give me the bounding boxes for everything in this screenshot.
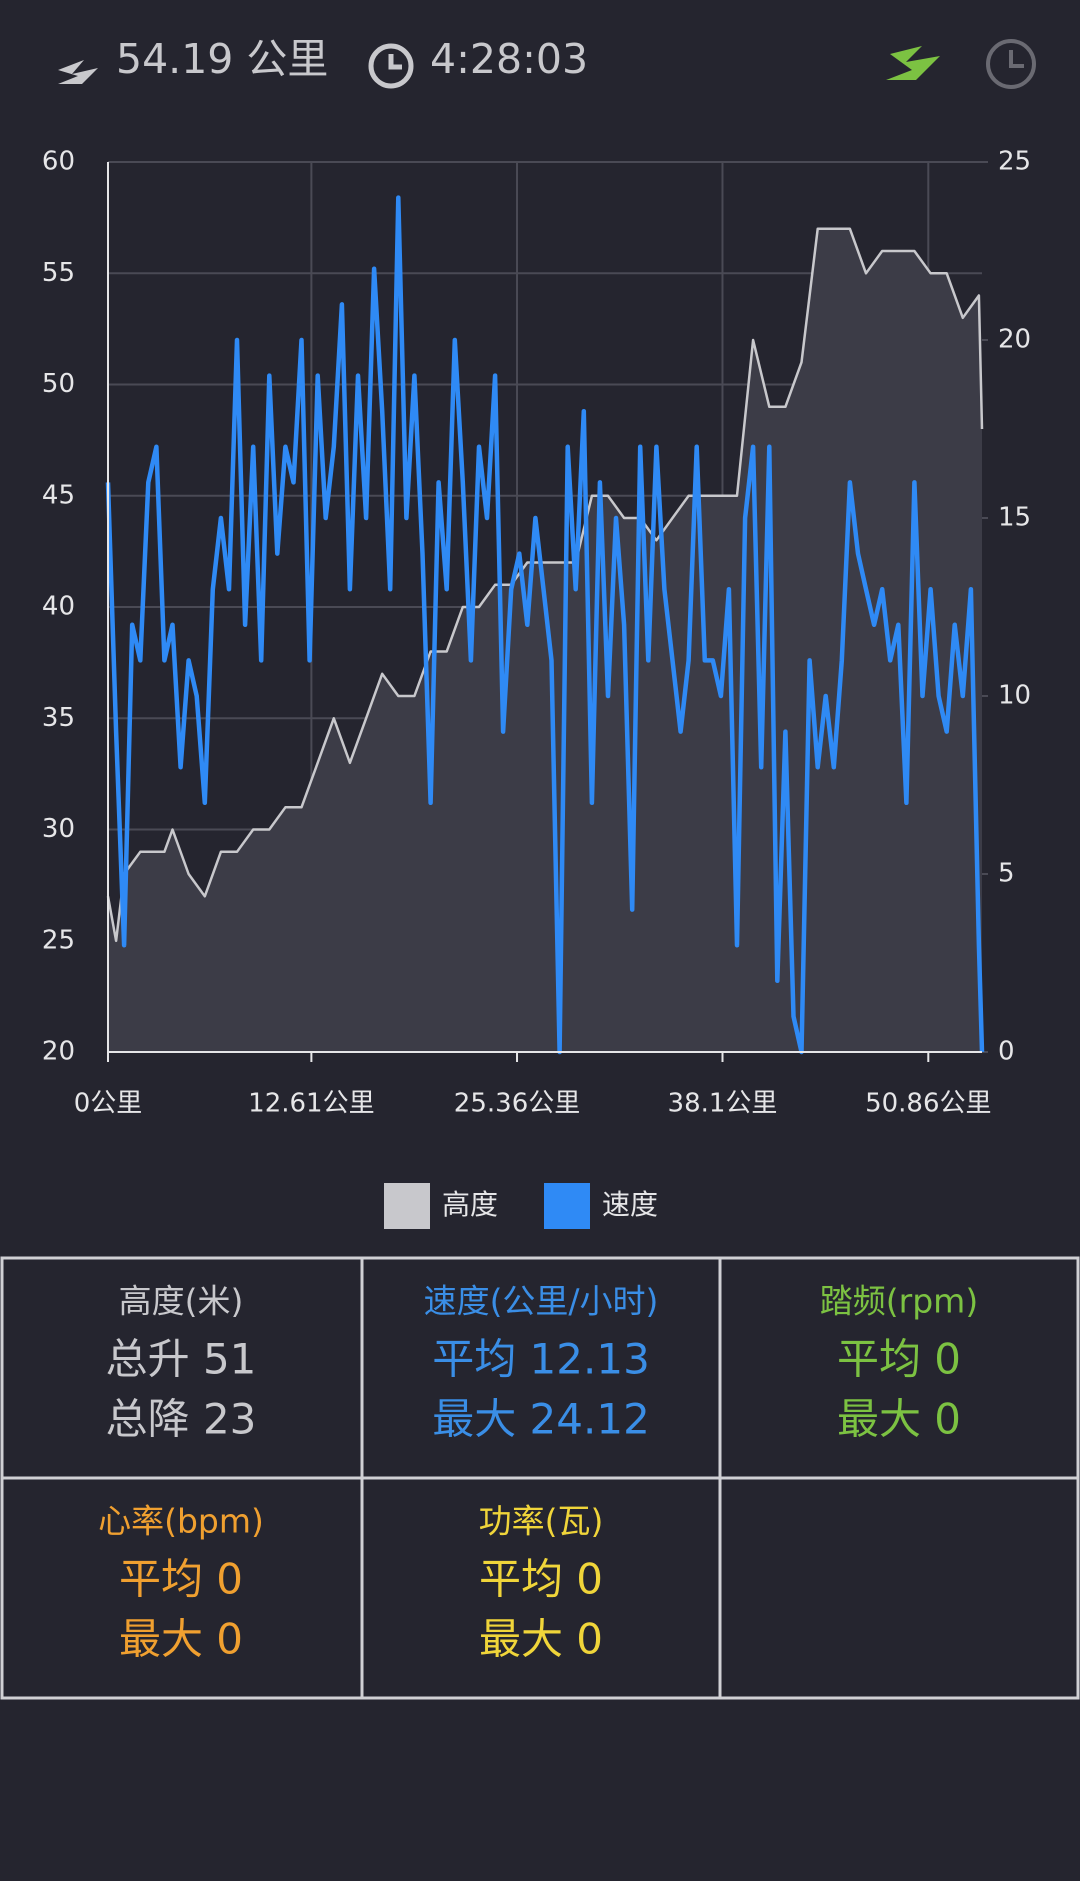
duration-text: 4:28:03 xyxy=(430,35,588,83)
legend-swatch xyxy=(384,1183,430,1229)
distance-icon xyxy=(58,60,98,84)
stat-value: 总降 23 xyxy=(106,1395,257,1444)
y-tick-label: 40 xyxy=(42,592,75,622)
y2-tick-label: 5 xyxy=(998,859,1015,889)
stat-value: 平均 0 xyxy=(837,1335,961,1384)
y-tick-label: 60 xyxy=(42,147,75,177)
x-tick-label: 25.36公里 xyxy=(454,1089,580,1119)
stats-grid xyxy=(0,1256,1080,1700)
stat-title: 踏频(rpm) xyxy=(820,1282,978,1321)
area xyxy=(108,228,982,1053)
stat-value: 最大 0 xyxy=(837,1395,961,1444)
legend-swatch xyxy=(544,1183,590,1229)
y-tick-label: 30 xyxy=(42,814,75,844)
y-tick-label: 50 xyxy=(42,369,75,399)
legend-label: 速度 xyxy=(602,1188,658,1221)
y2-tick-label: 20 xyxy=(998,325,1031,355)
stat-value: 最大 24.12 xyxy=(432,1395,650,1444)
y-tick-label: 55 xyxy=(42,258,75,288)
chart: 20 25 30 35 40 45 50 55 60 0 5 10 15 20 25 0公里 12.61公里 25… xyxy=(42,147,1031,1229)
stat-title: 高度(米) xyxy=(119,1282,244,1321)
y2-tick-label: 25 xyxy=(998,147,1031,177)
stat-value: 平均 12.13 xyxy=(432,1335,650,1384)
stats: 高度(米) 总升 51 总降 23 速度(公里/小时) 平均 12.13 最大 24.12… xyxy=(98,1282,978,1664)
stat-value: 平均 0 xyxy=(479,1555,603,1604)
y-tick-label: 45 xyxy=(42,480,75,510)
y-tick-label: 25 xyxy=(42,925,75,955)
clock-icon xyxy=(368,43,414,89)
y2-tick-label: 10 xyxy=(998,681,1031,711)
legend-label: 高度 xyxy=(442,1188,498,1221)
distance-tab[interactable] xyxy=(886,46,940,80)
x-tick-label: 0公里 xyxy=(74,1089,143,1119)
stat-title: 心率(bpm) xyxy=(98,1502,264,1541)
stat-value: 平均 0 xyxy=(119,1555,243,1604)
x-tick-label: 38.1公里 xyxy=(668,1089,778,1119)
distance-text: 54.19 公里 xyxy=(116,35,328,83)
stat-title: 功率(瓦) xyxy=(479,1502,604,1541)
x-tick-label: 12.61公里 xyxy=(248,1089,374,1119)
stat-value: 最大 0 xyxy=(479,1615,603,1664)
line xyxy=(106,227,984,943)
y2-tick-label: 0 xyxy=(998,1037,1015,1067)
time-tab[interactable] xyxy=(986,39,1036,89)
stat-value: 最大 0 xyxy=(119,1615,243,1664)
y-tick-label: 20 xyxy=(42,1037,75,1067)
y2-tick-label: 15 xyxy=(998,503,1031,533)
stat-value: 总升 51 xyxy=(106,1335,257,1384)
line xyxy=(105,195,985,1055)
stat-title: 速度(公里/小时) xyxy=(424,1282,659,1321)
y-tick-label: 35 xyxy=(42,703,75,733)
x-tick-label: 50.86公里 xyxy=(865,1089,991,1119)
